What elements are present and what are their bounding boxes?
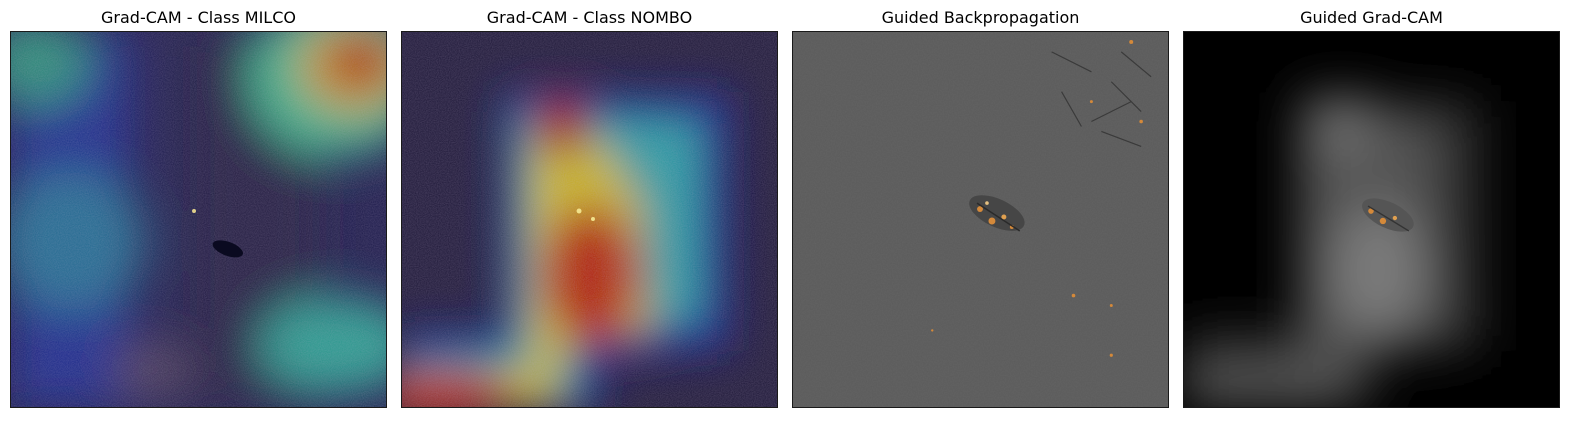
guided-backprop-map	[792, 31, 1169, 408]
texture-cluster-top-right	[1051, 51, 1152, 147]
target-artifact	[969, 195, 1025, 232]
gradcam-nombo-heatmap	[401, 31, 778, 408]
panel-title-nombo: Grad-CAM - Class NOMBO	[486, 8, 693, 27]
target-artifact	[1362, 198, 1414, 232]
panel-title-milco: Grad-CAM - Class MILCO	[101, 8, 296, 27]
gradcam-milco-heatmap	[10, 31, 387, 408]
panel-title-guided-backprop: Guided Backpropagation	[881, 8, 1080, 27]
target-object	[212, 240, 243, 258]
guided-gradcam-map	[1183, 31, 1560, 408]
panel-title-guided-gradcam: Guided Grad-CAM	[1300, 8, 1443, 27]
